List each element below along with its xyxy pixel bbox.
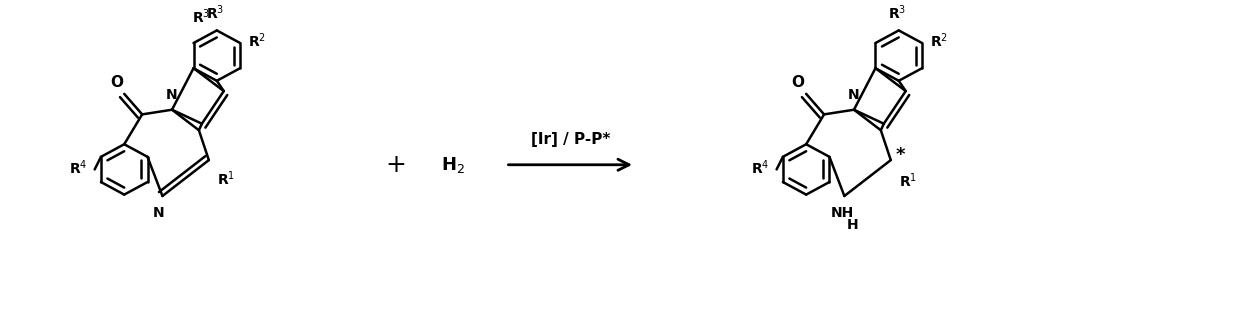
Text: R$^4$: R$^4$ (69, 158, 88, 177)
Text: O: O (110, 75, 123, 90)
Text: NH: NH (831, 206, 854, 220)
Text: [Ir] / P-P*: [Ir] / P-P* (531, 132, 610, 147)
Text: H$_2$: H$_2$ (440, 155, 465, 175)
Text: R$^2$: R$^2$ (248, 32, 267, 51)
Text: R$^1$: R$^1$ (899, 171, 916, 190)
Text: O: O (791, 75, 805, 90)
Text: +: + (386, 153, 407, 177)
Text: R$^3$: R$^3$ (888, 3, 906, 22)
Text: N: N (848, 88, 859, 102)
Text: H: H (847, 219, 858, 232)
Text: N: N (166, 88, 177, 102)
Text: R$^3$: R$^3$ (206, 3, 224, 22)
Text: N: N (153, 206, 164, 220)
Text: R$^3$: R$^3$ (192, 8, 211, 26)
Text: R$^1$: R$^1$ (217, 170, 234, 188)
Text: R$^2$: R$^2$ (930, 32, 949, 51)
Text: *: * (897, 146, 905, 165)
Text: R$^4$: R$^4$ (751, 158, 770, 177)
